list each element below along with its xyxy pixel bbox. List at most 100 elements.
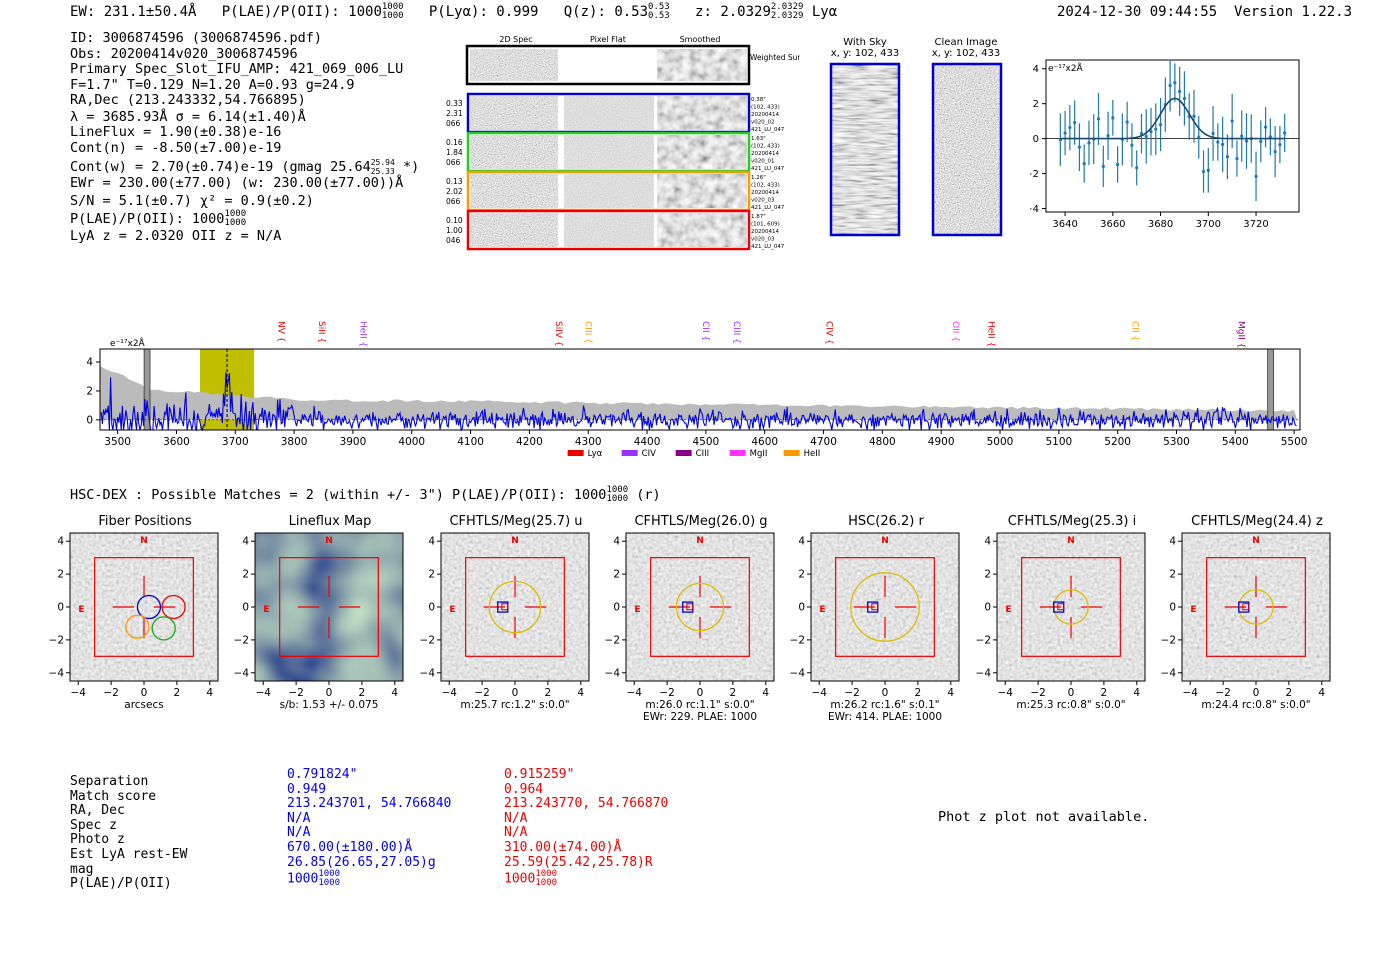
cutout-right-3-3: v020_03 (751, 237, 775, 243)
cutout-right-1-1: (102, 433) (751, 144, 780, 150)
spectrum-axes (99, 348, 1301, 431)
cutout-smooth-2 (657, 174, 747, 208)
aperture-box-1 (279, 557, 379, 657)
east-label-4: E (819, 605, 825, 615)
photz-note: Phot z plot not available. (938, 809, 1150, 825)
panel-title-1: Lineflux Map (288, 514, 372, 529)
panel-5: N E 4 2 0 −2 −4 −4 −2 0 2 4 m:25.3 rc:0.8" s:0.0" (976, 532, 1146, 711)
match-2-column: 0.915259" 0.964 213.243770, 54.766870 N/… (504, 767, 668, 888)
east-label-3: E (634, 605, 640, 615)
panel-caption2-3: EWr: 229, PLAE: 1000 (643, 711, 757, 720)
panel-xtick-1-1: −2 (288, 687, 303, 699)
panel-xtick-2-2: 0 (512, 687, 519, 699)
panel-xtick-6-2: 0 (1253, 687, 1260, 699)
line-label-9: HeII { (985, 321, 995, 347)
spectrum-xtick-14: 4900 (928, 436, 955, 448)
spectrum-xtick-13: 4800 (869, 436, 896, 448)
legend-swatch-1 (621, 450, 638, 456)
panel-xtick-3-3: 2 (730, 687, 737, 699)
spectrum-xtick-2: 3700 (222, 436, 249, 448)
label-specz: Spec z (70, 817, 117, 833)
weighted-sum-smoothed (657, 49, 747, 81)
cutout-smooth-3 (657, 213, 747, 247)
label-mag: mag (70, 861, 94, 877)
east-label-1: E (263, 605, 269, 615)
cutout-right-1-3: v020_01 (751, 159, 775, 165)
cutout-right-1-0: 1.63" (751, 136, 766, 142)
spectrum-xtick-20: 5500 (1281, 436, 1308, 448)
m1-est-ew: 670.00(±180.00)Å (287, 839, 413, 855)
cutout-flat-2 (564, 174, 654, 208)
cutout-left-1-0: 0.16 (446, 138, 463, 147)
panel-xtick-3-2: 0 (697, 687, 704, 699)
zoom-xtick-0: 3640 (1052, 219, 1077, 230)
label-photoz: Photo z (70, 832, 125, 848)
panel-ytick-1-4: −4 (234, 667, 250, 679)
panel-xtick-3-4: 4 (762, 687, 769, 699)
legend-label-2: CIII (696, 449, 709, 459)
cutout-left-3-0: 0.10 (446, 216, 463, 225)
panel-ytick-3-2: 0 (613, 602, 620, 614)
info-lineflux: LineFlux = 1.90(±0.38)e-16 (70, 124, 282, 140)
spectrum-xtick-1: 3600 (163, 436, 190, 448)
col-2dspec: 2D Spec (499, 35, 532, 44)
panel-4: N E 4 2 0 −2 −4 −4 −2 0 2 4 m:26.2 rc:1.6" s:0.1"EWr… (790, 532, 960, 720)
panel-xtick-4-1: −2 (844, 687, 859, 699)
m1-specz: N/A (287, 810, 311, 826)
lineflux-map (255, 533, 403, 681)
panel-xtick-5-2: 0 (1068, 687, 1075, 699)
match-1-column: 0.791824" 0.949 213.243701, 54.766840 N/… (287, 767, 451, 889)
panel-title-0: Fiber Positions (98, 514, 192, 529)
panel-ytick-3-3: −2 (605, 634, 620, 646)
panel-xtick-4-2: 0 (882, 687, 889, 699)
qz-value: Q(z): 0.53 (563, 4, 649, 20)
cutout-right-2-1: (102, 433) (751, 183, 780, 189)
cutout-left-3-1: 1.00 (446, 226, 463, 235)
cutout-right-1-4: 421_LU_047 (751, 166, 785, 172)
spectrum-ytick-0: 4 (86, 357, 93, 369)
north-label-4: N (881, 536, 889, 546)
panel-ytick-6-4: −4 (1161, 667, 1177, 679)
panel-xtick-6-4: 4 (1318, 687, 1325, 699)
panel-xtick-5-3: 2 (1101, 687, 1108, 699)
spec-cutouts: 2D Spec Pixel Flat Smoothed Weighted Sum… (446, 35, 800, 251)
info-radec: RA,Dec (213.243332,54.766895) (70, 92, 306, 108)
panel-image-3 (626, 533, 774, 681)
panel-xtick-5-4: 4 (1133, 687, 1140, 699)
panel-caption-1: s/b: 1.53 +/- 0.075 (280, 699, 379, 711)
m2-mag: 25.59(25.42,25.78)R (504, 854, 653, 870)
zoom-ytick-0: 4 (1033, 64, 1039, 75)
cutout-right-2-4: 421_LU_047 (751, 205, 785, 211)
panel-ytick-6-1: 2 (1169, 569, 1176, 581)
cutout-smooth-1 (657, 135, 747, 169)
aperture-box-2 (465, 557, 565, 657)
z-frac: 2.0329 2.0329 (770, 2, 804, 21)
aperture-box-6 (1206, 557, 1306, 657)
header-bar: EW: 231.1±50.4Å P(LAE)/P(OII): 1000 1000 1… (70, 3, 837, 21)
m1-plae: 1000 1000 1000 (287, 869, 340, 889)
fiber-circle-1 (161, 594, 186, 620)
panel-0: N E 4 2 0 −2 −4 −4 −2 0 2 4 arcsecs (49, 532, 219, 711)
cutout-right-0-3: v020_02 (751, 120, 775, 126)
panel-1: N E 4 2 0 −2 −4 −4 −2 0 2 4 s/b: 1.53 +/- 0.075 (234, 532, 404, 711)
clean-image-title: Clean Image x, y: 102, 433 (931, 37, 1001, 59)
match-labels: Separation Match score RA, Dec Spec z Ph… (70, 774, 188, 892)
panel-ytick-4-2: 0 (798, 602, 805, 614)
plya-value: P(Lyα): 0.999 (428, 4, 539, 20)
error-band (100, 365, 1298, 420)
cutout-frame-3 (466, 209, 751, 251)
col-smoothed: Smoothed (680, 35, 721, 44)
cutout-left-2-2: 066 (446, 197, 461, 206)
panel-xtick-0-1: −2 (103, 687, 118, 699)
cutout-right-3-0: 1.87" (751, 214, 766, 220)
panel-ytick-5-0: 4 (984, 536, 991, 548)
panel-image-6 (1182, 533, 1330, 681)
info-fiber: F=1.7" T=0.129 N=1.20 A=0.93 g=24.9 (70, 76, 355, 93)
panel-xtick-4-3: 2 (915, 687, 922, 699)
zoom-ytick-4: −4 (1030, 204, 1039, 215)
panel-xtick-1-3: 2 (359, 687, 366, 699)
cutout-left-1-2: 066 (446, 158, 461, 167)
spectrum-xtick-17: 5200 (1104, 436, 1131, 448)
label-est-ew: Est LyA rest-EW (70, 846, 188, 862)
aperture-box-0 (94, 557, 194, 657)
